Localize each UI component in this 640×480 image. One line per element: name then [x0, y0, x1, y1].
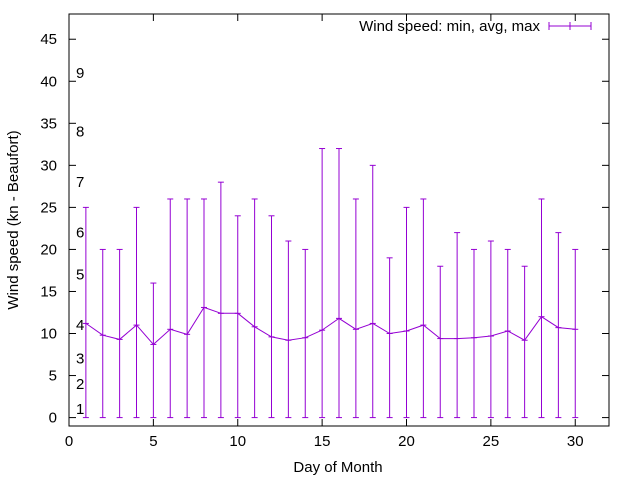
- x-tick-label: 0: [65, 433, 73, 450]
- x-tick-label: 15: [314, 433, 331, 450]
- y-tick-label: 30: [40, 157, 57, 174]
- beaufort-label: 2: [76, 376, 84, 393]
- x-axis-label: Day of Month: [293, 459, 382, 476]
- x-axis: 0 5 10 15 20 25 30: [65, 14, 584, 450]
- error-bars: [82, 148, 579, 419]
- beaufort-label: 1: [76, 401, 84, 418]
- x-tick-label: 25: [483, 433, 500, 450]
- y-tick-label: 15: [40, 283, 57, 300]
- legend-label: Wind speed: min, avg, max: [359, 18, 540, 35]
- x-tick-label: 20: [398, 433, 415, 450]
- y-tick-label: 45: [40, 31, 57, 48]
- beaufort-label: 5: [76, 267, 84, 284]
- beaufort-label: 4: [76, 317, 84, 334]
- plot-frame: [68, 13, 610, 427]
- beaufort-label: 6: [76, 225, 84, 242]
- avg-line: [85, 306, 576, 346]
- average-line-layer: [85, 306, 576, 346]
- x-tick-label: 5: [149, 433, 157, 450]
- y-tick-label: 25: [40, 199, 57, 216]
- y-axis-label: Wind speed (kn - Beaufort): [5, 130, 22, 309]
- y-tick-label: 35: [40, 115, 57, 132]
- x-tick-label: 30: [567, 433, 584, 450]
- beaufort-label: 9: [76, 65, 84, 82]
- y-tick-label: 5: [49, 368, 57, 385]
- legend: Wind speed: min, avg, max: [359, 18, 592, 35]
- beaufort-label: 7: [76, 174, 84, 191]
- y-tick-label: 0: [49, 410, 57, 427]
- beaufort-label: 8: [76, 124, 84, 141]
- y-tick-label: 40: [40, 73, 57, 90]
- x-tick-label: 10: [229, 433, 246, 450]
- y-tick-label: 20: [40, 241, 57, 258]
- beaufort-labels: 1 2 3 4 5 6 7 8 9: [76, 65, 84, 418]
- y-tick-label: 10: [40, 326, 57, 343]
- beaufort-label: 3: [76, 351, 84, 368]
